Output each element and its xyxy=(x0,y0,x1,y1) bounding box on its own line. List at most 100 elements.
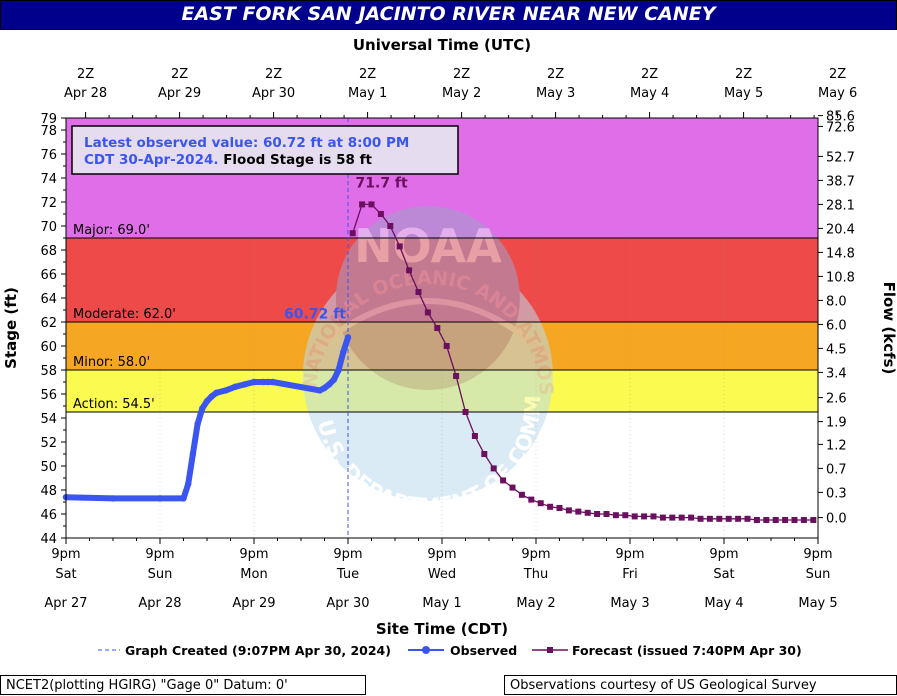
left-tick-label: 76 xyxy=(40,148,57,163)
title-bar: EAST FORK SAN JACINTO RIVER NEAR NEW CAN… xyxy=(0,0,897,30)
top-tick-date: May 4 xyxy=(630,86,669,101)
observed-point xyxy=(109,495,117,502)
left-tick-label: 58 xyxy=(40,364,57,379)
top-tick-date: Apr 29 xyxy=(158,86,201,101)
forecast-point xyxy=(518,491,525,498)
bottom-tick-weekday: Sun xyxy=(806,567,831,582)
top-tick-date: Apr 30 xyxy=(252,86,295,101)
left-tick-label: 60 xyxy=(40,340,57,355)
series-layer: 60.72 ft 71.7 ft Latest observed value: 60… xyxy=(62,118,817,538)
info-line-2: CDT 30-Apr-2024. Flood Stage is 58 ft xyxy=(84,152,372,168)
legend-forecast-label: Forecast (issued 7:40PM Apr 30) xyxy=(572,643,802,658)
bottom-tick-time: 9pm xyxy=(239,547,268,562)
right-tick-label: 10.8 xyxy=(826,270,855,285)
top-tick-hour: 2Z xyxy=(171,67,188,82)
top-tick-hour: 2Z xyxy=(641,67,658,82)
forecast-point xyxy=(641,513,648,520)
forecast-point xyxy=(669,514,676,521)
forecast-point xyxy=(584,509,591,516)
observed-point xyxy=(232,383,239,390)
forecast-point xyxy=(443,343,450,349)
observed-point xyxy=(241,381,248,388)
bottom-tick-date: May 2 xyxy=(516,596,555,611)
bottom-tick-weekday: Thu xyxy=(523,567,548,582)
left-tick-label: 66 xyxy=(40,268,57,283)
left-tick-label: 64 xyxy=(40,292,57,307)
bottom-tick-time: 9pm xyxy=(709,547,738,562)
forecast-point xyxy=(594,511,601,517)
observed-point xyxy=(208,393,215,400)
watermark-arc xyxy=(305,298,550,359)
top-tick-hour: 2Z xyxy=(547,67,564,82)
observed-point xyxy=(330,376,338,383)
observed-value-label: 60.72 ft xyxy=(284,306,346,322)
bottom-tick-weekday: Mon xyxy=(240,567,267,582)
forecast-point xyxy=(603,511,610,517)
right-axis-title: Flow (kcfs) xyxy=(880,282,897,375)
bottom-tick-date: May 4 xyxy=(704,596,743,611)
right-tick-label: 6.0 xyxy=(826,318,847,333)
forecast-point xyxy=(744,515,751,522)
right-tick-label: 0.7 xyxy=(826,462,847,477)
right-tick-label: 0.3 xyxy=(826,486,847,501)
top-tick-date: May 6 xyxy=(818,86,857,101)
forecast-point xyxy=(396,243,403,250)
forecast-point xyxy=(528,496,535,503)
right-tick-label: 4.5 xyxy=(826,342,847,357)
legend-forecast-marker xyxy=(547,647,553,653)
bottom-tick-time: 9pm xyxy=(521,547,550,562)
observed-point xyxy=(264,378,272,386)
left-tick-label: 44 xyxy=(40,532,57,547)
bottom-tick-time: 9pm xyxy=(803,547,832,562)
bottom-tick-weekday: Sun xyxy=(148,567,173,582)
observed-point xyxy=(260,378,267,386)
top-tick-hour: 2Z xyxy=(265,67,282,82)
observed-point xyxy=(213,389,220,396)
right-tick-label: 20.4 xyxy=(826,222,855,237)
bottom-tick-weekday: Sat xyxy=(55,567,76,582)
bottom-tick-date: Apr 29 xyxy=(232,596,275,611)
forecast-point xyxy=(659,514,666,521)
left-tick-label: 52 xyxy=(40,436,57,451)
top-tick-date: May 2 xyxy=(442,86,481,101)
observed-point xyxy=(156,495,164,502)
flood-label-0: Major: 69.0' xyxy=(73,223,150,238)
top-tick-hour: 2Z xyxy=(735,67,752,82)
forecast-point xyxy=(453,373,460,379)
flood-level-lines: Major: 69.0' Moderate: 62.0' Minor: 58.0' A… xyxy=(66,223,818,413)
right-tick-label: 72.6 xyxy=(826,120,855,135)
forecast-point xyxy=(359,201,366,208)
left-tick-label: 56 xyxy=(40,388,57,403)
top-tick-date: Apr 28 xyxy=(64,86,107,101)
bottom-tick-time: 9pm xyxy=(51,547,80,562)
bottom-tick-weekday: Sat xyxy=(713,567,734,582)
left-tick-label: 78 xyxy=(40,124,57,139)
top-tick-hour: 2Z xyxy=(359,67,376,82)
left-tick-label: 62 xyxy=(40,316,57,331)
info-line-1: Latest observed value: 60.72 ft at 8:00 … xyxy=(84,135,409,151)
forecast-point xyxy=(471,433,478,439)
observed-point xyxy=(222,387,229,394)
left-tick-label: 74 xyxy=(40,172,57,187)
left-tick-label: 70 xyxy=(40,220,57,235)
forecast-point xyxy=(650,513,657,520)
forecast-point xyxy=(490,465,497,472)
usgs-credit: Observations courtesy of US Geological S… xyxy=(504,675,897,695)
bottom-axis-title: Site Time (CDT) xyxy=(376,620,508,638)
observed-point xyxy=(335,366,342,374)
forecast-point xyxy=(481,451,488,457)
left-axis-title: Stage (ft) xyxy=(2,287,20,369)
forecast-point xyxy=(753,517,760,523)
forecast-point xyxy=(462,409,469,415)
right-tick-label: 85.6 xyxy=(826,110,855,125)
forecast-point xyxy=(377,211,384,217)
bottom-tick-weekday: Wed xyxy=(428,567,456,582)
flood-label-1: Moderate: 62.0' xyxy=(73,307,176,322)
observed-point xyxy=(250,378,258,386)
flood-label-2: Minor: 58.0' xyxy=(73,355,150,370)
datum-note: NCET2(plotting HGIRG) "Gage 0" Datum: 0' xyxy=(0,675,366,695)
top-tick-hour: 2Z xyxy=(77,67,94,82)
right-tick-label: 0.0 xyxy=(826,512,847,527)
forecast-point xyxy=(697,515,704,522)
